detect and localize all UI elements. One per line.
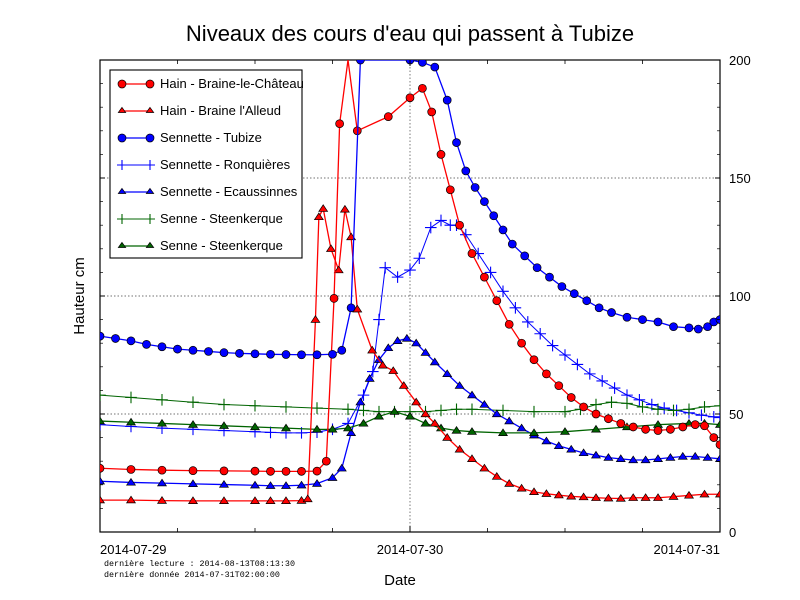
svg-text:2014-07-31: 2014-07-31: [654, 542, 721, 557]
svg-text:Date: Date: [384, 572, 416, 589]
svg-text:Hain - Braine l'Alleud: Hain - Braine l'Alleud: [160, 103, 281, 118]
svg-text:200: 200: [729, 53, 751, 68]
svg-text:Hain - Braine-le-Château: Hain - Braine-le-Château: [160, 76, 304, 91]
svg-text:100: 100: [729, 289, 751, 304]
svg-text:2014-07-29: 2014-07-29: [100, 542, 167, 557]
svg-text:0: 0: [729, 525, 736, 540]
svg-text:150: 150: [729, 171, 751, 186]
svg-text:dernière lecture : 2014-08-13T: dernière lecture : 2014-08-13T08:13:30: [104, 559, 295, 569]
svg-text:Niveaux des cours d'eau qui pa: Niveaux des cours d'eau qui passent à Tu…: [186, 21, 634, 46]
svg-text:Sennette - Ecaussinnes: Sennette - Ecaussinnes: [160, 184, 298, 199]
svg-text:dernière donnée 2014-07-31T02: dernière donnée 2014-07-31T02:00:00: [104, 570, 280, 580]
svg-text:Sennette - Tubize: Sennette - Tubize: [160, 130, 262, 145]
svg-text:Senne - Steenkerque: Senne - Steenkerque: [160, 211, 283, 226]
svg-text:Senne - Steenkerque: Senne - Steenkerque: [160, 238, 283, 253]
svg-text:Hauteur cm: Hauteur cm: [71, 257, 88, 335]
svg-text:Sennette - Ronquières: Sennette - Ronquières: [160, 157, 291, 172]
svg-text:2014-07-30: 2014-07-30: [377, 542, 444, 557]
svg-text:50: 50: [729, 407, 743, 422]
